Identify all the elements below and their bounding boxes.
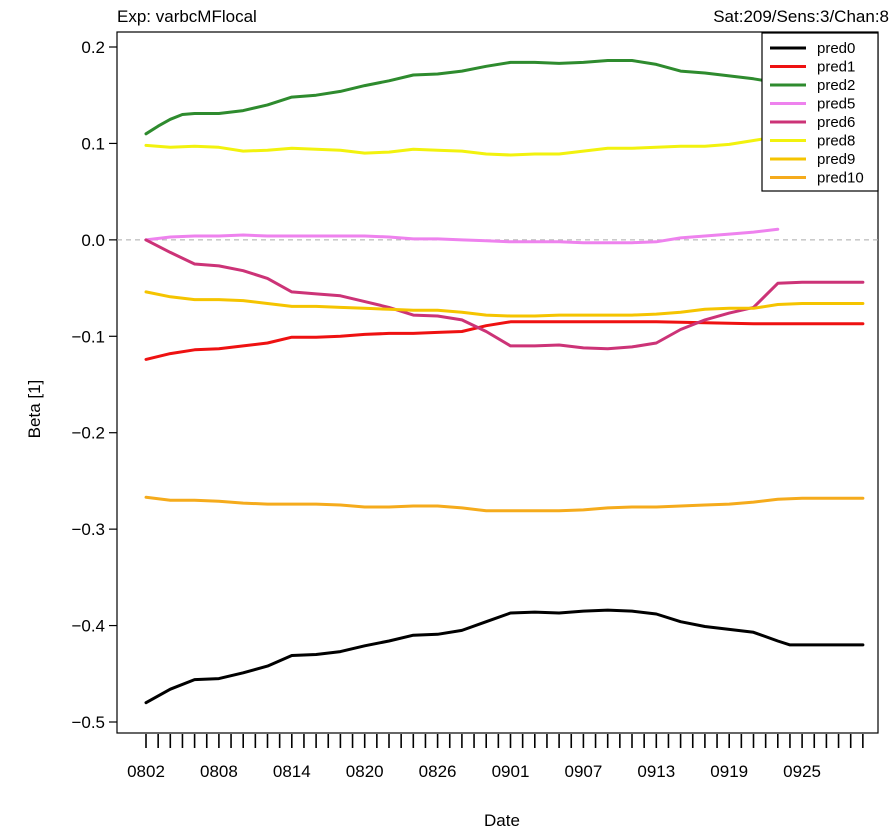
- series-line-pred0: [144, 608, 865, 705]
- legend-label-pred1: pred1: [817, 59, 855, 76]
- series-line-pred6: [144, 238, 865, 351]
- legend-label-pred10: pred10: [817, 170, 864, 187]
- y-tick-label: −0.3: [71, 520, 105, 539]
- y-tick-label: 0.1: [81, 134, 105, 153]
- series-line-pred8: [144, 137, 768, 157]
- y-tick-label: −0.5: [71, 713, 105, 732]
- chart-title-left: Exp: varbcMFlocal: [117, 7, 257, 26]
- legend-label-pred8: pred8: [817, 133, 855, 150]
- legend-label-pred9: pred9: [817, 151, 855, 168]
- x-axis-label: Date: [484, 811, 520, 830]
- x-tick-label: 0814: [273, 762, 311, 781]
- y-tick-label: 0.2: [81, 38, 105, 57]
- series-line-pred1: [144, 320, 865, 361]
- legend-label-pred2: pred2: [817, 77, 855, 94]
- series-line-pred9: [144, 290, 865, 318]
- x-tick-label: 0919: [710, 762, 748, 781]
- x-tick-label: 0802: [127, 762, 165, 781]
- x-tick-label: 0901: [492, 762, 530, 781]
- legend-label-pred0: pred0: [817, 40, 855, 57]
- x-tick-label: 0925: [783, 762, 821, 781]
- x-tick-label: 0907: [564, 762, 602, 781]
- legend-box: [761, 32, 879, 192]
- y-tick-label: −0.2: [71, 424, 105, 443]
- series-line-pred5: [144, 227, 780, 245]
- y-axis-label: Beta [1]: [25, 380, 44, 439]
- y-tick-label: 0.0: [81, 231, 105, 250]
- x-tick-label: 0808: [200, 762, 238, 781]
- x-tick-label: 0826: [419, 762, 457, 781]
- chart-title-right: Sat:209/Sens:3/Chan:8: [713, 7, 889, 26]
- legend-label-pred6: pred6: [817, 114, 855, 131]
- y-tick-label: −0.1: [71, 327, 105, 346]
- series-line-pred10: [144, 495, 865, 513]
- plot-area: −0.5 −0.4 −0.3 −0.2 −0.1 0.0 0.1 0.2 0802 0808 081…: [71, 31, 879, 781]
- y-tick-label: −0.4: [71, 617, 105, 636]
- legend-label-pred5: pred5: [817, 96, 855, 113]
- x-tick-label: 0820: [346, 762, 384, 781]
- plot-frame: [116, 31, 879, 734]
- series-line-pred2: [144, 59, 768, 136]
- x-tick-label: 0913: [637, 762, 675, 781]
